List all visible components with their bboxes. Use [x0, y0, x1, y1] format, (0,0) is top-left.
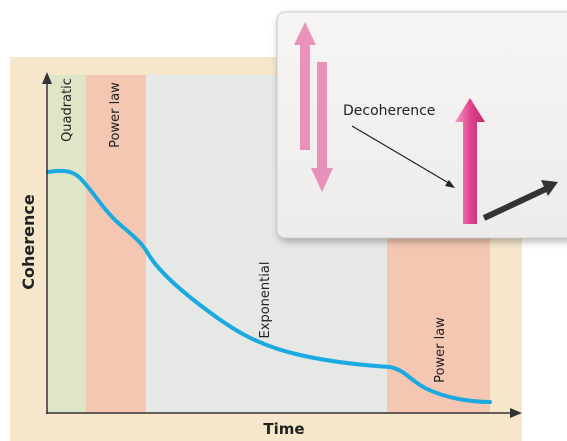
y-axis-label: Coherence [19, 194, 38, 290]
inset-label: Decoherence [343, 103, 435, 119]
region-label: Exponential [258, 262, 273, 339]
region-label: Power law [433, 317, 448, 383]
x-axis-label: Time [263, 420, 304, 438]
figure: Quadratic Power law Exponential Power la… [0, 0, 567, 441]
region-label: Quadratic [60, 78, 75, 142]
region-label: Power law [108, 82, 123, 148]
